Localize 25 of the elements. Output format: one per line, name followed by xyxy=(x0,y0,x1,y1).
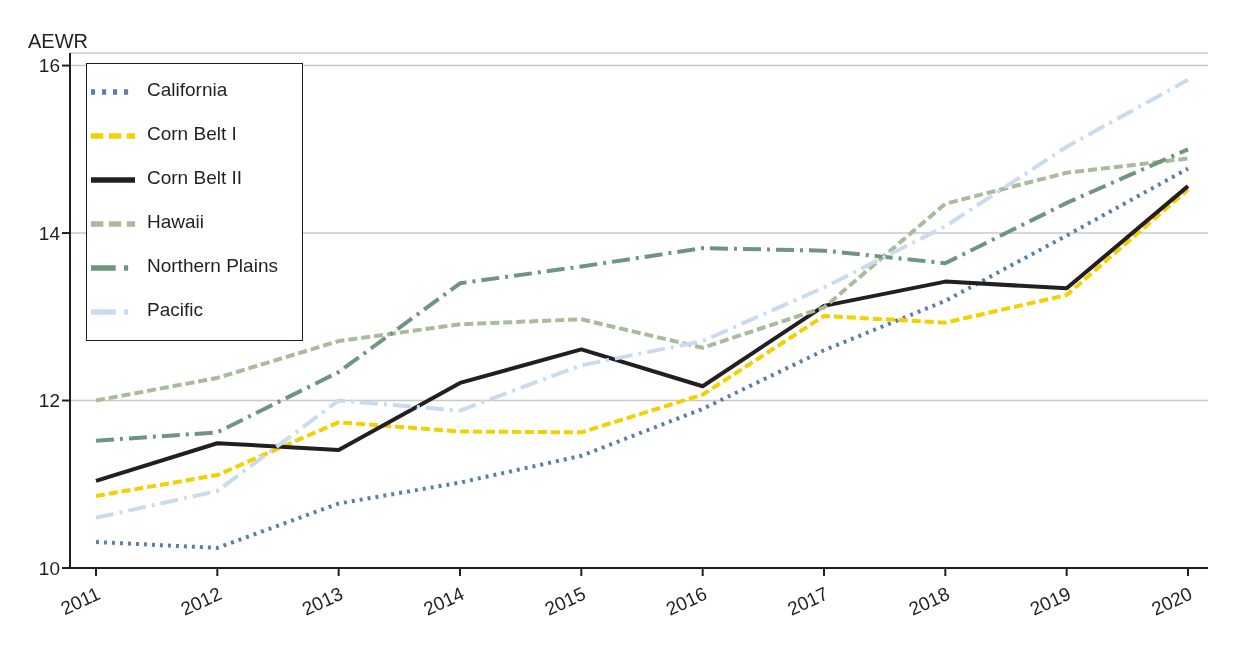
y-tick-label: 12 xyxy=(38,390,60,412)
legend-label: Corn Belt II xyxy=(147,167,243,189)
x-tick-label: 2012 xyxy=(177,582,225,620)
line-series xyxy=(94,147,1190,443)
x-tick-label: 2018 xyxy=(905,582,953,620)
line-series xyxy=(94,77,1190,520)
x-tick-label: 2011 xyxy=(57,582,104,620)
legend-label: Northern Plains xyxy=(147,255,278,277)
x-tick-label: 2016 xyxy=(662,582,711,620)
x-tick-label: 2015 xyxy=(541,582,589,620)
y-tick-label: 14 xyxy=(38,222,61,244)
legend-label: Pacific xyxy=(147,299,203,321)
line-series xyxy=(94,166,1190,550)
x-tick-label: 2017 xyxy=(784,582,832,620)
line-series xyxy=(94,156,1190,403)
x-tick-label: 2014 xyxy=(420,582,468,620)
y-axis-title: AEWR xyxy=(28,30,88,53)
x-tick-label: 2020 xyxy=(1148,582,1196,620)
x-tick-label: 2013 xyxy=(298,582,347,620)
legend-label: Hawaii xyxy=(147,211,205,233)
legend-label: California xyxy=(147,79,228,101)
x-tick-label: 2019 xyxy=(1026,582,1075,620)
y-tick-label: 16 xyxy=(38,55,60,77)
y-tick-label: 10 xyxy=(38,557,60,579)
legend-label: Corn Belt I xyxy=(147,123,237,145)
